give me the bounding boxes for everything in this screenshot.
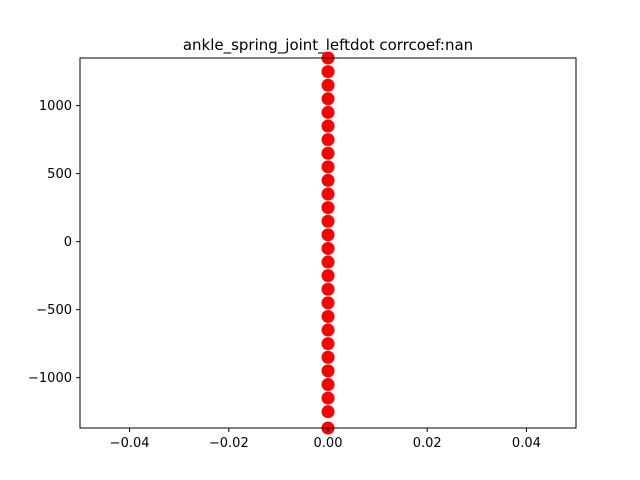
data-point bbox=[321, 255, 335, 269]
y-tick-label: 1000 bbox=[39, 99, 72, 114]
data-point bbox=[321, 160, 335, 174]
data-point bbox=[321, 228, 335, 242]
data-point bbox=[321, 187, 335, 201]
data-point bbox=[321, 323, 335, 337]
x-tick-label: −0.02 bbox=[209, 436, 249, 451]
y-axis-ticks: −1000 −500 0 500 1000 bbox=[28, 99, 80, 386]
plot-frame bbox=[79, 57, 577, 429]
data-point bbox=[321, 309, 335, 323]
data-point bbox=[321, 391, 335, 405]
data-point bbox=[321, 282, 335, 296]
data-point bbox=[321, 364, 335, 378]
data-point bbox=[321, 65, 335, 79]
data-point bbox=[321, 133, 335, 147]
data-point bbox=[321, 92, 335, 106]
data-point bbox=[321, 337, 335, 351]
data-point bbox=[321, 173, 335, 187]
x-tick-label: 0.02 bbox=[413, 436, 442, 451]
y-tick-label: −500 bbox=[36, 303, 72, 318]
data-point bbox=[321, 350, 335, 364]
x-axis-ticks: −0.04 −0.02 0.00 0.02 0.04 bbox=[110, 428, 541, 451]
y-tick-label: −1000 bbox=[28, 371, 72, 386]
x-tick-label: −0.04 bbox=[110, 436, 150, 451]
x-tick-label: 0.00 bbox=[314, 436, 343, 451]
data-point bbox=[321, 296, 335, 310]
y-tick-label: 500 bbox=[47, 167, 72, 182]
data-point bbox=[321, 105, 335, 119]
data-point bbox=[321, 146, 335, 160]
y-tick-label: 0 bbox=[64, 235, 72, 250]
data-point bbox=[321, 269, 335, 283]
data-point bbox=[321, 201, 335, 215]
data-point bbox=[321, 241, 335, 255]
data-point bbox=[321, 119, 335, 133]
x-tick-label: 0.04 bbox=[512, 436, 541, 451]
data-point bbox=[321, 214, 335, 228]
points-layer bbox=[321, 51, 335, 435]
data-point bbox=[321, 377, 335, 391]
data-point bbox=[321, 405, 335, 419]
chart-title: ankle_spring_joint_leftdot corrcoef:nan bbox=[183, 36, 473, 55]
data-point bbox=[321, 78, 335, 92]
